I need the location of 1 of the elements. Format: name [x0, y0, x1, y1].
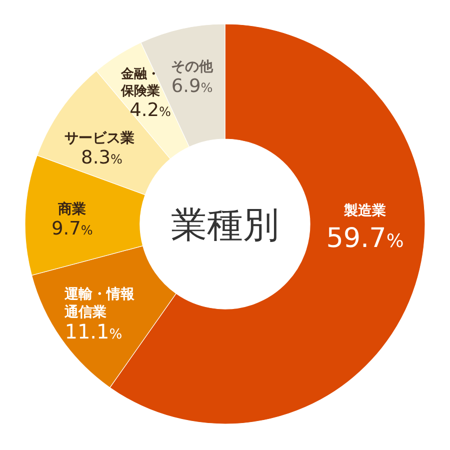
title: 業種別	[171, 205, 279, 246]
